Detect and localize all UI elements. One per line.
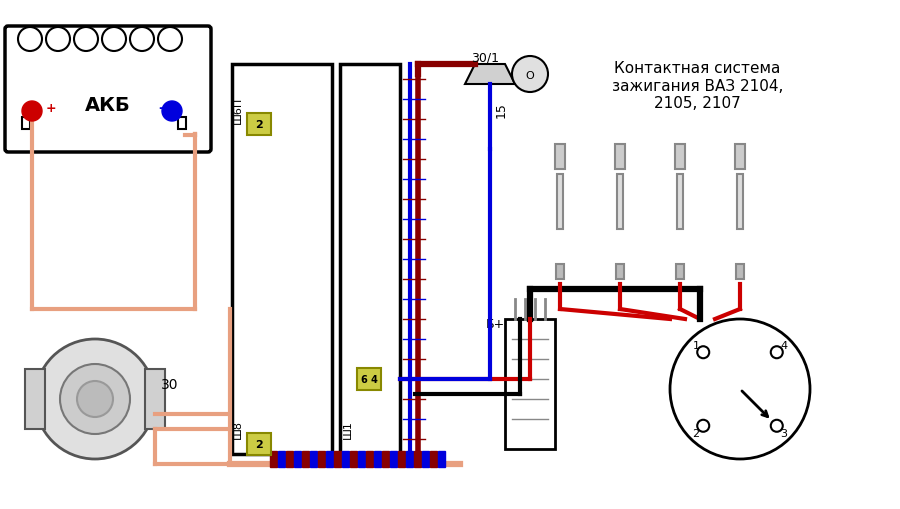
Text: 30/1: 30/1 [471,51,499,64]
Text: 2: 2 [255,120,263,130]
Bar [505,319,555,449]
Text: –: – [158,101,165,115]
Text: +: + [46,101,57,115]
Bar [270,451,277,467]
Circle shape [770,420,783,432]
Text: Контактная система
зажигания ВАЗ 2104,
2105, 2107: Контактная система зажигания ВАЗ 2104, 2… [612,61,783,111]
Circle shape [60,364,130,434]
Bar [25,369,45,429]
FancyBboxPatch shape [247,114,271,136]
Bar [232,65,332,454]
Bar [302,451,309,467]
Bar [430,451,437,467]
Circle shape [670,319,810,459]
Text: 4: 4 [780,341,788,351]
FancyBboxPatch shape [5,27,211,153]
Text: 2: 2 [255,439,263,449]
Circle shape [74,28,98,52]
Bar [617,175,623,230]
Bar [676,265,684,279]
Text: 1: 1 [693,341,699,351]
Bar [390,451,397,467]
Bar [350,451,357,467]
Bar [555,145,565,169]
FancyBboxPatch shape [247,433,271,455]
Polygon shape [465,65,515,85]
Circle shape [22,102,42,122]
Text: Ш1: Ш1 [343,420,353,439]
Bar [616,265,624,279]
Bar [145,369,165,429]
Bar [374,451,381,467]
Text: Б+: Б+ [485,318,505,331]
Bar [737,175,743,230]
Bar [422,451,429,467]
Bar [556,265,564,279]
Circle shape [698,420,709,432]
Bar [340,65,400,454]
Bar [278,451,285,467]
Bar [414,451,421,467]
Circle shape [512,57,548,93]
Circle shape [35,340,155,459]
Circle shape [77,381,113,417]
Circle shape [130,28,154,52]
Text: Ш8: Ш8 [233,420,243,439]
Text: 15: 15 [495,102,508,118]
Bar [310,451,317,467]
Text: 6 4: 6 4 [361,374,377,384]
Bar [358,451,365,467]
Circle shape [46,28,70,52]
Text: 30: 30 [161,377,179,391]
Bar [326,451,333,467]
Bar [22,118,30,130]
Text: O: O [526,71,535,81]
Bar [438,451,445,467]
Bar [675,145,685,169]
Bar [342,451,349,467]
Bar [294,451,301,467]
Bar [382,451,389,467]
Bar [615,145,625,169]
Bar [318,451,325,467]
FancyBboxPatch shape [357,369,381,390]
Bar [178,118,186,130]
Circle shape [698,347,709,358]
Bar [334,451,341,467]
Circle shape [18,28,42,52]
Circle shape [162,102,182,122]
Bar [736,265,744,279]
Bar [406,451,413,467]
Text: Ш6П: Ш6П [233,96,243,123]
Text: 2: 2 [693,428,699,438]
Bar [557,175,563,230]
Bar [366,451,373,467]
Bar [677,175,683,230]
Text: 3: 3 [780,428,788,438]
Bar [398,451,405,467]
Circle shape [158,28,182,52]
Bar [735,145,745,169]
Circle shape [770,347,783,358]
Bar [286,451,293,467]
Text: АКБ: АКБ [86,95,130,115]
Circle shape [102,28,126,52]
